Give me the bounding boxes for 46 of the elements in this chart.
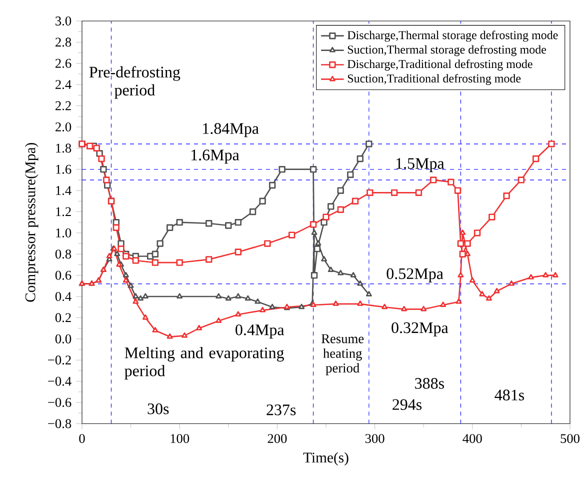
y-tick-label: 0.8: [55, 249, 72, 258]
y-tick-label: 1.2: [56, 207, 71, 216]
y-tick-label: 2.2: [56, 101, 71, 110]
x-tick-label: 500: [560, 434, 580, 443]
legend-label: Suction,Traditional defrosting mode: [348, 74, 521, 85]
x-tick-label: 200: [268, 434, 287, 443]
y-tick-label: 2.6: [56, 58, 72, 68]
annotation: Pre-defrosting period: [89, 66, 180, 99]
ref-line-label: 30s: [148, 403, 169, 414]
ref-line-label: 388s: [415, 378, 444, 389]
y-tick-label: 2.8: [56, 38, 72, 47]
y-tick-label: −0.8: [48, 418, 72, 428]
annotation: Resume heating period: [321, 334, 364, 376]
y-tick-label: 1.0: [56, 228, 72, 238]
y-tick-label: 2.4: [56, 80, 72, 89]
y-tick-label: −0.2: [48, 355, 71, 364]
ref-line-label: 294s: [392, 399, 422, 410]
y-tick-label: 1.6: [56, 164, 72, 174]
y-axis-title: Compressor pressure(Mpa): [24, 142, 38, 302]
annotation: 0.4Mpa: [236, 324, 284, 338]
y-tick-label: 0.6: [55, 270, 72, 280]
x-tick-label: 0: [79, 434, 85, 443]
legend-label: Discharge,Traditional defrosting mode: [348, 59, 532, 70]
y-tick-label: 0.2: [55, 313, 71, 322]
y-tick-label: 0.4: [55, 292, 72, 301]
y-tick-label: 0.0: [55, 334, 72, 344]
ref-line-label: 1.5Mpa: [396, 158, 444, 172]
annotation: 0.32Mpa: [392, 322, 448, 336]
legend-label: Discharge,Thermal storage defrosting mode: [348, 30, 558, 42]
x-tick-label: 100: [170, 434, 190, 443]
y-tick-label: 1.4: [56, 186, 72, 195]
ref-line-label: 0.52Mpa: [386, 268, 444, 282]
y-tick-label: 1.8: [56, 143, 72, 153]
y-tick-label: 2.0: [56, 122, 72, 132]
y-tick-label: 3.0: [56, 16, 72, 26]
ref-line-label: 1.84Mpa: [203, 122, 259, 138]
x-tick-label: 400: [462, 434, 482, 443]
ref-line-label: 481s: [494, 389, 524, 400]
x-axis-title: Time(s): [303, 452, 348, 466]
legend-label: Suction,Thermal storage defrosting mode: [348, 44, 546, 56]
ref-line-label: 237s: [266, 404, 296, 416]
x-tick-label: 300: [365, 434, 384, 443]
annotation: Melting and evaporating period: [124, 346, 284, 380]
ref-line-label: 1.6Mpa: [191, 149, 240, 164]
y-tick-label: −0.4: [48, 376, 72, 386]
y-tick-label: −0.6: [48, 398, 72, 407]
